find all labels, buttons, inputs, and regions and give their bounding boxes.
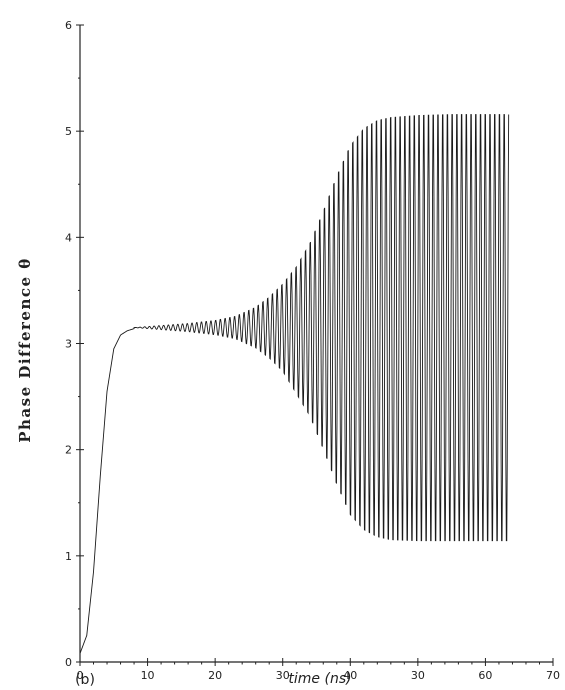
x-tick-label: 20	[208, 669, 222, 682]
y-tick-label: 2	[65, 444, 72, 457]
y-tick-label: 0	[65, 656, 72, 669]
x-tick-label: 30	[411, 669, 425, 682]
y-tick-label: 1	[65, 550, 72, 563]
x-tick-label: 70	[546, 669, 560, 682]
y-axis-label: Phase Difference θ	[16, 257, 34, 443]
y-tick-label: 3	[65, 338, 72, 351]
x-axis-label: time (ns)	[288, 671, 351, 687]
x-tick-label: 40	[343, 669, 357, 682]
y-tick-label: 4	[65, 231, 72, 244]
x-tick-label: 60	[478, 669, 492, 682]
panel-label: (b)	[75, 672, 95, 688]
plot-area	[79, 114, 510, 654]
phase-difference-series	[79, 114, 510, 654]
x-tick-label: 0	[77, 669, 84, 682]
x-tick-label: 10	[141, 669, 155, 682]
y-tick-label: 6	[65, 19, 72, 32]
y-tick-label: 5	[65, 125, 72, 138]
x-tick-label: 30	[276, 669, 290, 682]
